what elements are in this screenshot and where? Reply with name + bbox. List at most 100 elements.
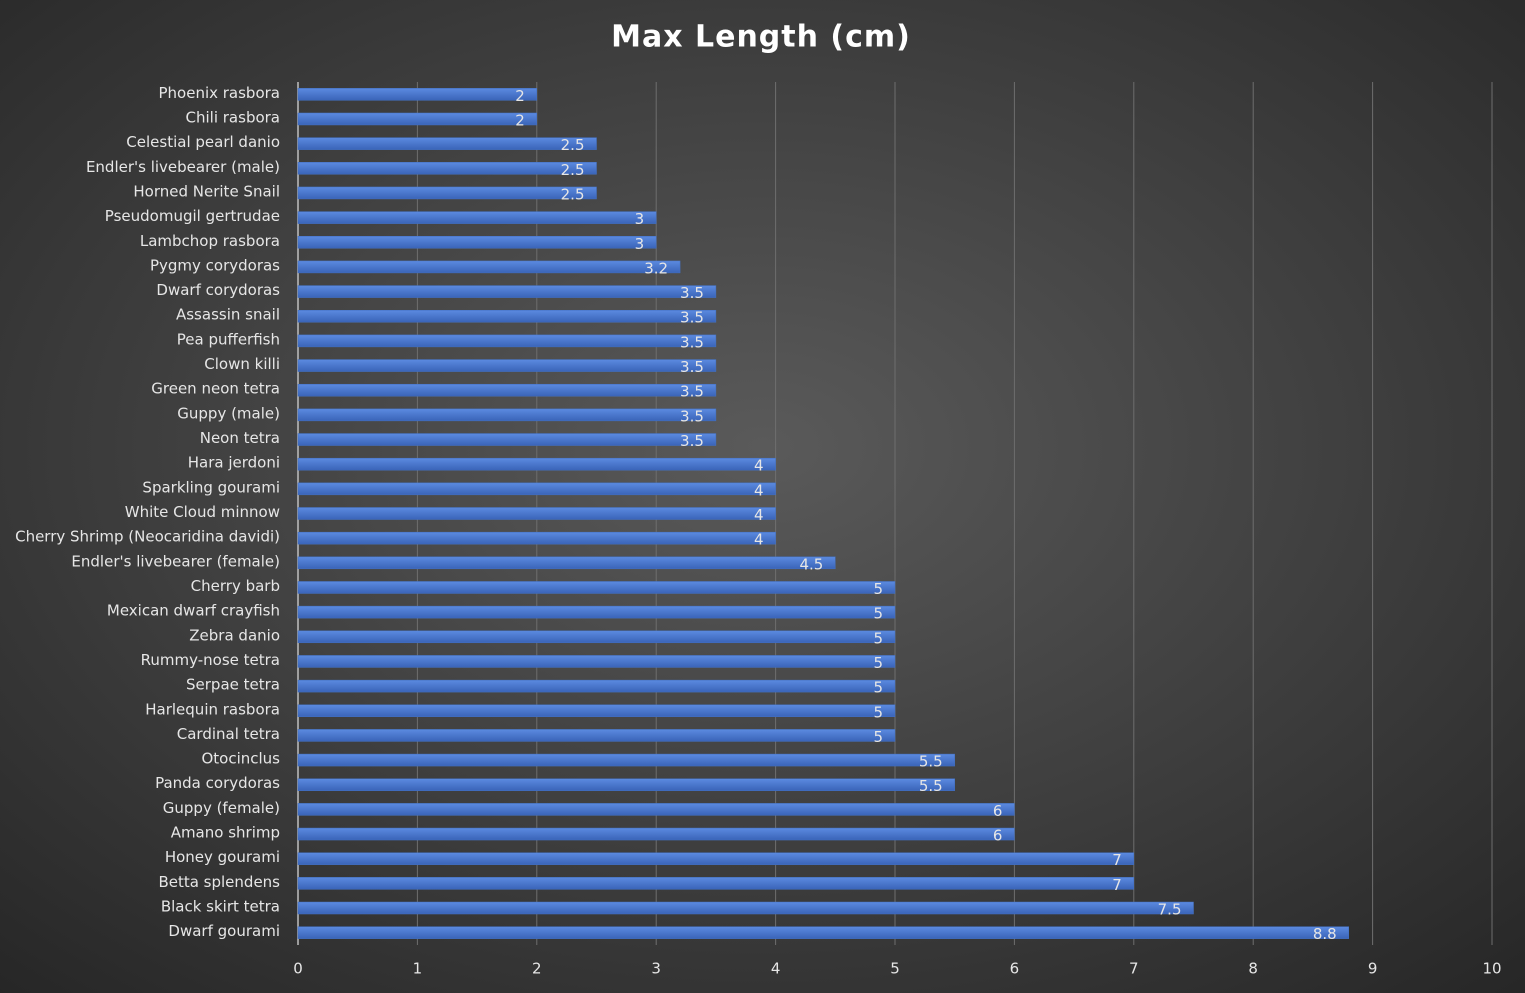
bar	[297, 926, 1349, 939]
bar	[297, 359, 717, 372]
y-tick-label: Zebra danio	[189, 626, 280, 644]
data-label: 8.8	[1313, 925, 1337, 943]
y-tick-label: Horned Nerite Snail	[133, 182, 280, 200]
data-label: 4	[754, 457, 764, 475]
y-tick-label: Mexican dwarf crayfish	[107, 602, 280, 620]
y-tick-label: Endler's livebearer (male)	[86, 158, 280, 176]
data-label: 2.5	[561, 185, 585, 203]
data-label: 5	[873, 728, 883, 746]
y-tick-label: Panda corydoras	[155, 774, 280, 792]
x-tick-label: 0	[293, 960, 303, 978]
data-label: 5	[873, 580, 883, 598]
data-label: 5	[873, 605, 883, 623]
data-label: 5	[873, 629, 883, 647]
data-label: 3.2	[644, 259, 668, 277]
bar	[297, 704, 896, 718]
bar	[297, 236, 657, 249]
bar	[297, 186, 597, 200]
bar	[297, 112, 538, 126]
x-tick-label: 4	[771, 960, 781, 978]
data-label: 3.5	[680, 309, 704, 327]
y-tick-label: Cardinal tetra	[177, 725, 280, 743]
x-tick-label: 10	[1482, 960, 1501, 978]
data-label: 3.5	[680, 407, 704, 425]
bar	[297, 408, 717, 422]
data-label: 6	[993, 827, 1003, 845]
y-tick-label: Honey gourami	[165, 848, 280, 866]
bar	[297, 162, 597, 175]
bar	[297, 778, 955, 791]
data-label: 4.5	[799, 555, 823, 573]
bar	[297, 88, 538, 101]
bar	[297, 679, 896, 693]
bar	[297, 285, 717, 298]
x-tick-label: 2	[532, 960, 542, 978]
data-label: 3.5	[680, 284, 704, 302]
x-tick-label: 1	[413, 960, 423, 978]
data-label: 5	[873, 703, 883, 721]
bar	[297, 507, 776, 520]
y-tick-label: Pea pufferfish	[177, 330, 280, 348]
x-tick-label: 8	[1248, 960, 1258, 978]
y-tick-label: Clown killi	[204, 355, 280, 373]
bar	[297, 482, 776, 496]
bar	[297, 753, 955, 767]
data-label: 3.5	[680, 432, 704, 450]
bar	[297, 581, 896, 594]
chart-title: Max Length (cm)	[611, 20, 911, 55]
data-label: 2	[515, 111, 525, 129]
bar	[297, 827, 1015, 841]
y-tick-label: Betta splendens	[158, 873, 280, 891]
data-label: 5	[873, 679, 883, 697]
y-tick-label: Guppy (female)	[163, 799, 280, 817]
x-tick-label: 5	[890, 960, 900, 978]
y-tick-label: Lambchop rasbora	[140, 232, 280, 250]
bar	[297, 531, 776, 545]
x-tick-label: 6	[1010, 960, 1020, 978]
data-label: 3.5	[680, 358, 704, 376]
bar	[297, 605, 896, 619]
y-tick-label: Guppy (male)	[177, 404, 280, 422]
bar	[297, 852, 1135, 865]
y-tick-label: Pygmy corydoras	[150, 256, 280, 274]
data-label: 3	[635, 235, 645, 253]
bar	[297, 383, 717, 397]
data-label: 4	[754, 531, 764, 549]
bar	[297, 309, 717, 323]
x-tick-label: 9	[1368, 960, 1378, 978]
y-tick-label: Assassin snail	[176, 306, 280, 324]
y-tick-label: Green neon tetra	[151, 380, 280, 398]
y-tick-label: Chili rasbora	[186, 108, 280, 126]
data-label: 3.5	[680, 333, 704, 351]
data-label: 2	[515, 87, 525, 105]
data-label: 2.5	[561, 136, 585, 154]
y-tick-label: Serpae tetra	[186, 676, 280, 694]
data-label: 2.5	[561, 161, 585, 179]
data-label: 5	[873, 654, 883, 672]
y-tick-label: Neon tetra	[200, 429, 280, 447]
bar	[297, 630, 896, 644]
bar	[297, 334, 717, 348]
y-tick-label: Phoenix rasbora	[158, 84, 280, 102]
y-tick-label: Otocinclus	[201, 750, 280, 768]
bar	[297, 137, 597, 150]
y-tick-label: Endler's livebearer (female)	[71, 552, 280, 570]
bar	[297, 556, 836, 570]
bar	[297, 803, 1015, 816]
y-tick-label: Cherry Shrimp (Neocaridina davidi)	[15, 528, 280, 546]
bar	[297, 433, 717, 446]
y-tick-label: White Cloud minnow	[125, 503, 280, 521]
data-label: 4	[754, 481, 764, 499]
bar	[297, 260, 681, 274]
y-tick-label: Harlequin rasbora	[145, 700, 280, 718]
y-tick-label: Amano shrimp	[171, 824, 280, 842]
bar	[297, 457, 776, 471]
data-label: 5.5	[919, 777, 943, 795]
bar	[297, 901, 1194, 915]
data-label: 3	[635, 210, 645, 228]
x-tick-label: 3	[651, 960, 661, 978]
x-tick-label: 7	[1129, 960, 1139, 978]
data-label: 5.5	[919, 753, 943, 771]
